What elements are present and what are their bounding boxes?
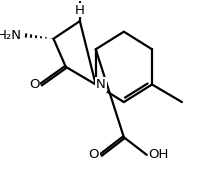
Text: H₂N: H₂N <box>0 29 22 42</box>
Text: H: H <box>75 4 85 17</box>
Text: O: O <box>89 148 99 161</box>
Text: N: N <box>96 78 106 91</box>
Text: O: O <box>29 78 39 91</box>
Text: OH: OH <box>149 148 169 161</box>
